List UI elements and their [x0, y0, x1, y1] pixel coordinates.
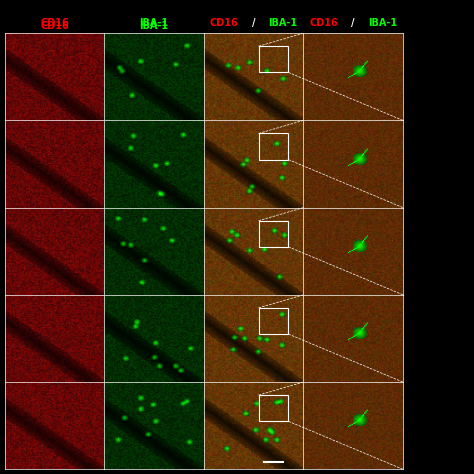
Bar [259, 221, 288, 247]
Bar [259, 134, 288, 160]
Text: /: / [252, 18, 255, 28]
Bar [259, 395, 288, 421]
Text: CD16⁺IBA1⁺ cells/mm²: CD16⁺IBA1⁺ cells/mm² [426, 299, 432, 378]
Text: CD16: CD16 [40, 18, 69, 28]
Text: /: / [351, 18, 355, 28]
Bar [259, 46, 288, 73]
Text: IBA-1: IBA-1 [368, 18, 397, 28]
Bar [259, 308, 288, 334]
Text: E: E [409, 14, 419, 28]
Text: IBA-1: IBA-1 [139, 18, 169, 28]
Text: IBA-1: IBA-1 [268, 18, 298, 28]
Text: IBA-1: IBA-1 [139, 21, 169, 31]
Text: CD16: CD16 [310, 18, 338, 28]
Text: CD16: CD16 [210, 18, 238, 28]
Text: IBA1⁺ cells/mm²: IBA1⁺ cells/mm² [426, 92, 432, 149]
Text: CD16: CD16 [40, 21, 69, 31]
